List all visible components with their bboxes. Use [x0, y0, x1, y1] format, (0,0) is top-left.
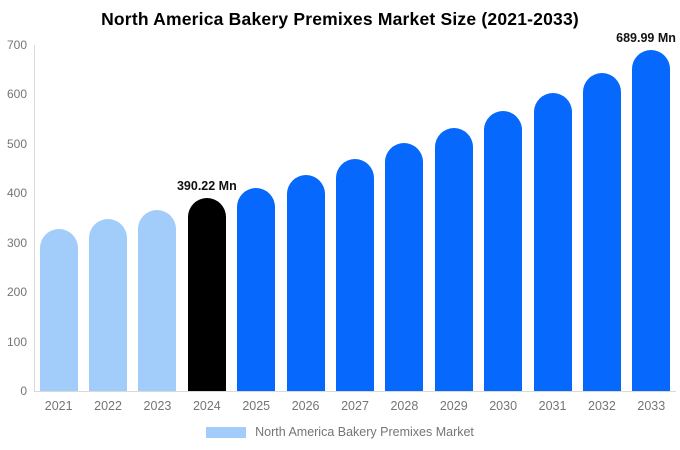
x-label-2028: 2028	[390, 399, 419, 413]
plot-area: 0 100 200 300 400 500 600 700 2021 2022 2023 2024 2…	[7, 31, 676, 413]
y-tick-500: 500	[6, 136, 27, 151]
x-label-2024: 2024	[192, 399, 221, 413]
x-label-2030: 2030	[489, 399, 518, 413]
bar-2024[interactable]	[187, 198, 226, 391]
bar-2025[interactable]	[237, 187, 276, 391]
bar-2026[interactable]	[286, 174, 325, 391]
x-label-2029: 2029	[439, 399, 468, 413]
value-label-2033: 689.99 Mn	[616, 30, 676, 45]
x-label-2026: 2026	[291, 399, 320, 413]
x-axis-line	[34, 391, 676, 392]
x-label-2031: 2031	[538, 399, 567, 413]
y-tick-0: 0	[20, 384, 27, 398]
bar-2032[interactable]	[582, 72, 621, 391]
legend-swatch	[206, 426, 247, 438]
x-label-2032: 2032	[588, 399, 616, 413]
bar-2031[interactable]	[533, 92, 572, 391]
y-tick-100: 100	[6, 334, 27, 349]
x-label-2027: 2027	[341, 399, 369, 413]
bar-2028[interactable]	[385, 143, 424, 391]
y-axis-line	[34, 45, 35, 391]
value-label-2024: 390.22 Mn	[176, 179, 237, 194]
x-label-2022: 2022	[94, 399, 122, 413]
x-label-2021: 2021	[44, 399, 73, 413]
y-tick-600: 600	[6, 87, 27, 102]
x-label-2023: 2023	[143, 399, 172, 413]
legend-label: North America Bakery Premixes Market	[255, 425, 474, 439]
bar-2021[interactable]	[39, 228, 78, 391]
bar-2033[interactable]	[632, 49, 671, 391]
chart-title: North America Bakery Premixes Market Siz…	[101, 9, 579, 29]
y-tick-700: 700	[6, 38, 27, 52]
x-label-2025: 2025	[242, 399, 271, 413]
x-label-2033: 2033	[637, 399, 666, 413]
bar-2030[interactable]	[484, 110, 523, 391]
y-tick-200: 200	[6, 285, 27, 300]
bar-2023[interactable]	[138, 209, 177, 391]
y-tick-400: 400	[6, 186, 27, 201]
bar-2029[interactable]	[434, 127, 473, 391]
bar-2027[interactable]	[336, 159, 374, 391]
legend[interactable]: North America Bakery Premixes Market	[0, 425, 680, 439]
y-tick-300: 300	[6, 235, 27, 250]
bar-2022[interactable]	[89, 219, 128, 391]
